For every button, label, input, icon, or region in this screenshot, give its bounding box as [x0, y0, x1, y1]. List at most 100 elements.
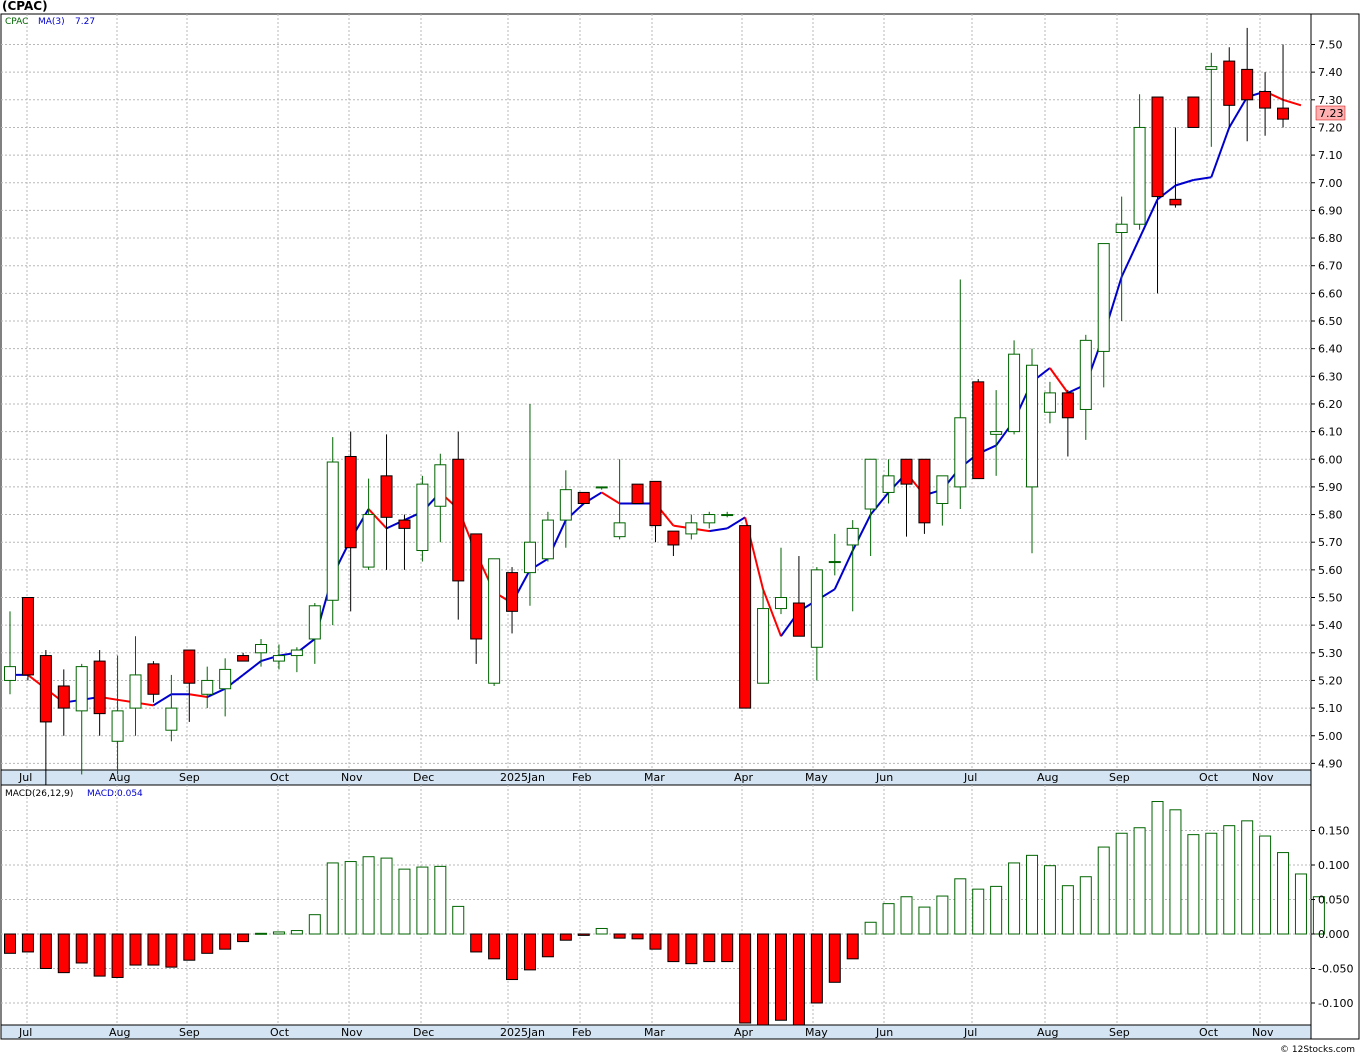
macd-bar-positive	[308, 914, 321, 935]
candle-body-down	[57, 685, 70, 709]
price-y-tick-label: 7.10	[1318, 149, 1343, 162]
price-x-tick-label: Sep	[179, 771, 200, 784]
price-y-tick-label: 7.40	[1318, 66, 1343, 79]
price-y-tick-label: 6.70	[1318, 260, 1343, 273]
price-panel-frame	[0, 13, 1312, 771]
ma3-segment	[1120, 237, 1141, 278]
ma3-segment	[1193, 176, 1212, 181]
ma3-segment	[1228, 96, 1249, 128]
macd-bar-positive	[972, 888, 985, 935]
macd-bar-positive	[1205, 832, 1218, 935]
macd-bar-negative	[846, 933, 859, 960]
price-x-tick-label: May	[805, 771, 828, 784]
candle-body-up	[990, 431, 1003, 435]
macd-bar-positive	[398, 868, 411, 935]
price-y-tick-label: 6.40	[1318, 343, 1343, 356]
macd-bar-negative	[111, 933, 124, 978]
macd-bar-negative	[774, 933, 787, 1021]
macd-bar-positive	[380, 857, 393, 935]
macd-x-tick-label: Oct	[270, 1026, 290, 1039]
macd-bar-positive	[864, 921, 877, 935]
macd-bar-positive	[1043, 865, 1056, 935]
candle-body-up	[757, 608, 770, 684]
macd-bar-negative	[4, 933, 16, 954]
candle-body-down	[237, 655, 250, 662]
price-y-ticks: 4.90 5.00 5.10 5.20 5.30 5.40 5.50 5.60 5.70 5.80…	[1311, 39, 1343, 770]
macd-y-tick-label: 0.000	[1318, 928, 1350, 941]
macd-bar-negative	[631, 933, 644, 940]
ma3-segment	[709, 527, 728, 533]
watermark: © 12Stocks.com	[1280, 1045, 1355, 1055]
macd-bar-negative	[39, 933, 52, 969]
price-y-tick-label: 5.20	[1318, 674, 1343, 687]
macd-bar-negative	[757, 933, 770, 1026]
candle-body-up	[165, 707, 178, 731]
macd-bar-negative	[577, 933, 590, 936]
macd-bar-positive	[1312, 896, 1325, 935]
price-y-tick-label: 7.50	[1318, 39, 1343, 52]
ma3-segment	[1210, 127, 1231, 178]
macd-x-tick-label: Sep	[1109, 1026, 1130, 1039]
candle-body-down	[649, 480, 662, 527]
macd-bar-negative	[237, 933, 250, 943]
price-x-tick-label: Jun	[875, 771, 893, 784]
price-y-tick-label: 5.10	[1318, 702, 1343, 715]
macd-x-tick-label: Feb	[572, 1026, 591, 1039]
candle-body-up	[1133, 126, 1146, 225]
price-y-tick-label: 6.80	[1318, 232, 1343, 245]
candle-body-down	[183, 649, 196, 684]
macd-bar-positive	[1151, 801, 1164, 935]
macd-bar-positive	[1097, 846, 1110, 935]
macd-bar-negative	[792, 933, 805, 1026]
price-y-tick-label: 6.10	[1318, 426, 1343, 439]
macd-bar-positive	[1169, 809, 1182, 935]
macd-x-tick-label: Dec	[413, 1026, 434, 1039]
candles	[4, 27, 1290, 786]
macd-bar-positive	[452, 905, 465, 935]
ma3-segment	[1282, 98, 1302, 107]
macd-bar-negative	[21, 933, 34, 953]
macd-label: MACD(26,12,9)	[5, 789, 73, 799]
macd-y-ticks: -0.100 -0.050 0.000 0.050 0.100 0.150	[1311, 825, 1353, 1010]
candle-body-down	[1277, 107, 1290, 120]
macd-bar-negative	[129, 933, 142, 966]
price-x-tick-label: Mar	[644, 771, 665, 784]
right-axis-strip	[1310, 13, 1360, 1040]
price-y-tick-label: 6.30	[1318, 370, 1343, 383]
candle-body-up	[774, 597, 787, 610]
macd-bar-negative	[93, 933, 106, 977]
macd-bar-positive	[344, 861, 357, 935]
legend-ma-value: 7.27	[75, 17, 95, 27]
candle-body-up	[1043, 392, 1056, 413]
macd-bar-negative	[613, 933, 626, 939]
macd-x-tick-label: Jul	[963, 1026, 977, 1039]
macd-bar-negative	[183, 933, 196, 961]
macd-bar-negative	[649, 933, 662, 950]
macd-bar-positive	[1259, 835, 1272, 935]
price-x-tick-label: Feb	[572, 771, 591, 784]
candle-body-up	[846, 527, 859, 546]
macd-bar-positive	[1223, 825, 1236, 935]
macd-bar-negative	[721, 933, 734, 963]
macd-bar-positive	[1008, 862, 1021, 935]
macd-value-label: MACD:0.054	[87, 789, 143, 799]
ma3-segment	[762, 588, 782, 637]
legend-ma-label: MA(3)	[38, 17, 65, 27]
candle-body-up	[936, 475, 949, 504]
candle-body-up	[129, 674, 142, 709]
price-y-tick-label: 6.50	[1318, 315, 1343, 328]
price-y-tick-label: 6.00	[1318, 453, 1343, 466]
macd-bar-positive	[1277, 852, 1290, 935]
candle-body-down	[147, 663, 160, 695]
macd-x-tick-label: 2025Jan	[500, 1026, 545, 1039]
price-y-tick-label: 6.20	[1318, 398, 1343, 411]
candle-body-up	[703, 514, 716, 524]
candle-body-down	[1169, 198, 1182, 206]
ma3-segment	[152, 693, 172, 707]
candle-body-down	[972, 381, 985, 480]
macd-bar-positive	[416, 866, 429, 935]
macd-x-ticks: Jul Aug Sep Oct Nov Dec 2025Jan Feb Mar Apr May Jun…	[18, 1026, 1274, 1039]
macd-bar-negative	[703, 933, 716, 963]
macd-bar-positive	[1133, 827, 1146, 935]
macd-x-tick-label: Oct	[1199, 1026, 1219, 1039]
